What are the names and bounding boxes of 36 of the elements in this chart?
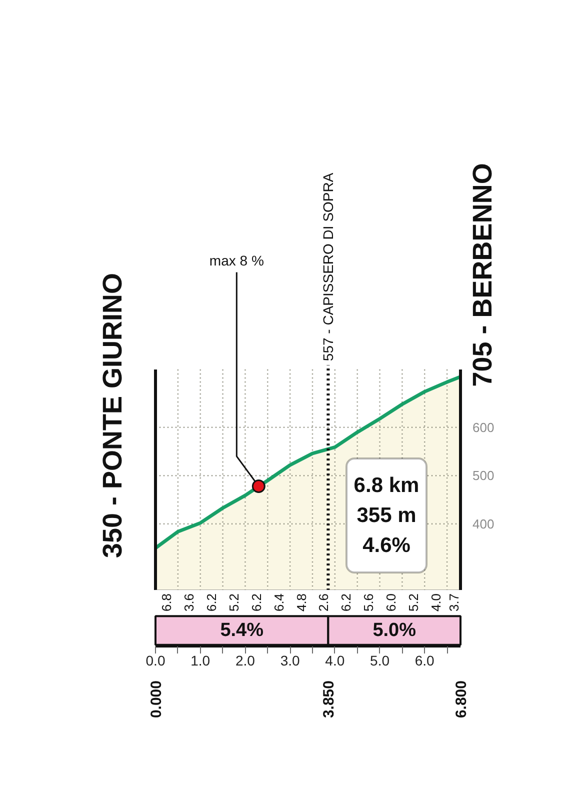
x-tick-label: 3.0: [280, 652, 300, 668]
x-tick-label: 4.0: [325, 652, 345, 668]
text: 6.2: [248, 593, 264, 612]
x2-tick-label: 3.850: [320, 680, 338, 718]
ref-line-label: 350 - PONTE GIURINO: [98, 272, 128, 558]
x-tick-label: 5.0: [370, 652, 390, 668]
annotation: 705 - BERBENNO: [468, 163, 498, 387]
annotation: 355 m: [356, 504, 416, 527]
text: 5.6: [361, 593, 376, 612]
annotation: 6.8 km: [354, 474, 420, 497]
x2-tick-label: 6.800: [453, 680, 470, 718]
text: 3.6: [182, 593, 197, 612]
text: 6.0: [383, 593, 398, 612]
text: 2.6: [316, 593, 332, 612]
y-tick-label: 400: [472, 516, 494, 532]
text: 3.7: [446, 593, 462, 612]
annotation: 5.0%: [372, 620, 416, 641]
x-tick-label: 6.0: [414, 652, 435, 668]
annotation: 4.6%: [362, 534, 411, 557]
text: 5.2: [406, 593, 421, 612]
annotation: max 8 %: [209, 252, 264, 268]
text: 5.2: [226, 593, 242, 612]
y-tick-label: 600: [472, 420, 494, 435]
text: 6.8: [159, 593, 174, 612]
ref-line-label: 557 - CAPISSERO DI SOPRA: [320, 172, 336, 362]
text: 6.2: [338, 593, 354, 612]
y-tick-label: 500: [472, 468, 494, 484]
x-tick-label: 2.0: [235, 652, 256, 668]
text: 6.4: [271, 593, 286, 612]
x-tick-label: 0.0: [146, 652, 166, 668]
x2-tick-label: 0.000: [148, 680, 165, 718]
annotation: 5.4%: [220, 620, 264, 641]
text: 4.0: [428, 593, 444, 612]
text: 4.8: [294, 593, 309, 612]
x-tick-label: 1.0: [190, 652, 210, 668]
text: 6.2: [204, 593, 220, 612]
